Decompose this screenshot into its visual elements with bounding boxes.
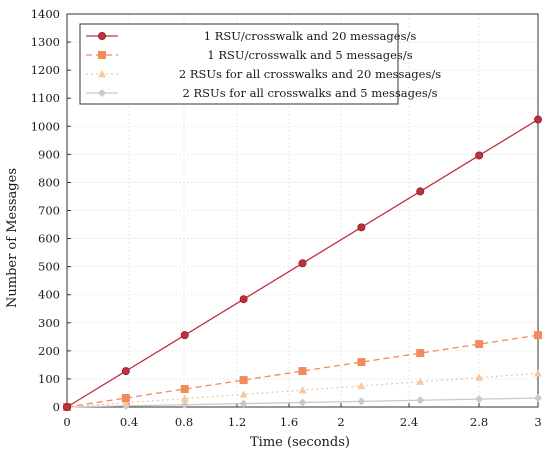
series-4	[63, 394, 542, 411]
legend-label: 1 RSU/crosswalk and 5 messages/s	[207, 48, 412, 62]
data-point	[180, 385, 189, 394]
data-point	[534, 394, 542, 403]
data-point	[298, 398, 307, 407]
data-point	[298, 367, 307, 376]
y-tick-label: 200	[38, 344, 60, 358]
x-axis-label: Time (seconds)	[250, 435, 350, 450]
data-point	[416, 349, 425, 358]
data-point	[534, 369, 542, 377]
data-point	[534, 115, 543, 124]
data-point	[239, 390, 248, 398]
x-tick-label: 1.6	[280, 415, 298, 429]
y-tick-label: 400	[38, 288, 60, 302]
legend-label: 1 RSU/crosswalk and 20 messages/s	[204, 29, 417, 43]
legend-label: 2 RSUs for all crosswalks and 5 messages…	[183, 86, 438, 100]
x-tick-label: 0	[63, 415, 70, 429]
data-point	[475, 395, 484, 404]
y-tick-label: 1400	[31, 7, 60, 21]
data-point	[298, 386, 307, 394]
y-tick-label: 500	[38, 260, 60, 274]
x-tick-label: 1.2	[228, 415, 246, 429]
series-1	[63, 115, 543, 411]
series-layer	[63, 115, 543, 411]
data-point	[239, 399, 248, 408]
x-tick-label: 0.8	[175, 415, 193, 429]
legend-swatch-marker	[98, 32, 107, 41]
y-tick-label: 600	[38, 232, 60, 246]
data-point	[63, 402, 72, 411]
data-point	[121, 398, 130, 406]
x-tick-label: 2.4	[400, 415, 418, 429]
data-point	[180, 400, 189, 409]
data-point	[239, 376, 248, 385]
legend-swatch-marker	[98, 70, 106, 78]
data-point	[475, 340, 484, 349]
data-point	[121, 367, 130, 376]
legend-entry: 2 RSUs for all crosswalks and 20 message…	[86, 67, 441, 81]
data-point	[357, 358, 366, 367]
y-tick-label: 1200	[31, 63, 60, 77]
y-tick-label: 1000	[31, 119, 60, 133]
y-tick-label: 900	[38, 147, 60, 161]
x-tick-label: 2.8	[470, 415, 488, 429]
legend-swatch-marker	[98, 51, 106, 59]
x-tick-label: 2	[337, 415, 344, 429]
legend-box	[79, 23, 399, 105]
y-tick-label: 1100	[31, 91, 60, 105]
legend-label: 2 RSUs for all crosswalks and 20 message…	[179, 67, 441, 81]
x-tick-label: 0.4	[120, 415, 138, 429]
data-point	[416, 187, 425, 196]
data-point	[416, 377, 425, 385]
y-tick-label: 100	[38, 372, 60, 386]
data-point	[298, 259, 307, 268]
data-point	[475, 373, 484, 381]
y-tick-label: 1300	[31, 35, 60, 49]
data-point	[239, 295, 248, 304]
data-point	[121, 394, 130, 403]
legend: 1 RSU/crosswalk and 20 messages/s 1 RSU/c…	[79, 23, 441, 105]
data-point	[534, 331, 542, 340]
y-tick-label: 300	[38, 316, 60, 330]
y-axis-label: Number of Messages	[5, 168, 20, 308]
y-axis: 0 100 200 300 400 500 600 700 800 900 1000 1100 1200…	[31, 7, 71, 414]
data-point	[357, 381, 366, 390]
data-point	[180, 331, 189, 340]
data-point	[416, 396, 425, 405]
y-tick-label: 700	[38, 204, 60, 218]
x-tick-label: 3	[534, 415, 541, 429]
legend-entry: 1 RSU/crosswalk and 5 messages/s	[86, 48, 413, 62]
legend-swatch-marker	[98, 89, 106, 97]
data-point	[357, 223, 366, 232]
y-tick-label: 800	[38, 175, 60, 189]
data-point	[180, 394, 189, 402]
x-axis: 0 0.4 0.8 1.2 1.6 2 2.4 2.8 3	[63, 403, 542, 429]
legend-entry: 1 RSU/crosswalk and 20 messages/s	[86, 29, 416, 43]
data-point	[475, 151, 484, 160]
data-point	[357, 397, 366, 406]
y-tick-label: 0	[53, 400, 60, 414]
legend-entry: 2 RSUs for all crosswalks and 5 messages…	[86, 86, 438, 100]
